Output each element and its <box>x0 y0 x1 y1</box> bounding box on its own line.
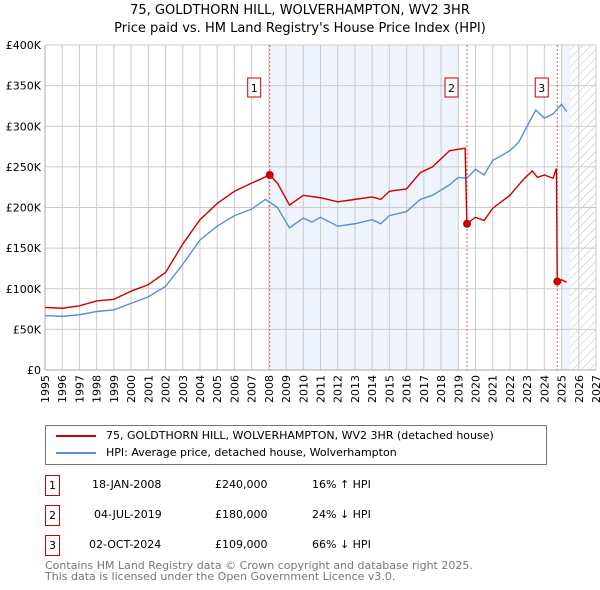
y-tick-label: £250K <box>6 161 42 174</box>
x-tick-label: 2003 <box>177 375 190 403</box>
transaction-price: £109,000 <box>215 538 268 551</box>
transaction-marker: 2 <box>45 505 60 526</box>
transaction-date: 04-JUL-2019 <box>94 508 162 521</box>
sale-label-box <box>534 77 549 98</box>
y-tick-label: £150K <box>6 242 42 255</box>
x-tick-label: 2010 <box>297 375 310 403</box>
x-tick-label: 2024 <box>538 375 551 403</box>
transaction-row: 1 18-JAN-2008 £240,000 16% ↑ HPI <box>45 475 545 496</box>
transaction-price: £240,000 <box>215 478 268 491</box>
x-tick-label: 2011 <box>315 375 328 403</box>
x-tick-label: 2022 <box>504 375 517 403</box>
sale-point <box>463 219 472 228</box>
chart-title: 75, GOLDTHORN HILL, WOLVERHAMPTON, WV2 3… <box>130 3 470 18</box>
x-tick-label: 2027 <box>590 375 600 403</box>
y-tick-label: £0 <box>27 364 41 377</box>
x-tick-label: 2020 <box>469 375 482 403</box>
x-tick-label: 2004 <box>194 375 207 403</box>
price-chart: 1995 1996 1997 1998 1999 2000 2001 2002 2003 2004… <box>6 39 600 403</box>
sale-point <box>265 171 274 179</box>
x-tick-label: 2007 <box>246 375 259 403</box>
x-tick-label: 2014 <box>366 375 379 403</box>
legend-hpi-swatch <box>56 451 96 454</box>
hpi-line <box>44 103 568 318</box>
x-tick-label: 1998 <box>91 375 104 403</box>
y-tick-label: £100K <box>6 283 42 296</box>
sale-point <box>553 277 562 286</box>
x-tick-label: 1996 <box>56 375 69 403</box>
x-tick-label: 2017 <box>418 375 431 403</box>
y-tick-label: £50K <box>13 323 42 336</box>
y-tick-label: £300K <box>6 120 42 133</box>
x-tick-label: 2016 <box>401 375 414 403</box>
x-tick-label: 2018 <box>435 375 448 403</box>
x-tick-label: 1999 <box>108 375 121 403</box>
y-tick-label: £200K <box>6 202 42 215</box>
x-tick-label: 2005 <box>211 375 224 403</box>
x-tick-label: 2002 <box>160 375 173 403</box>
x-tick-label: 1995 <box>39 375 52 403</box>
footer-copyright: Contains HM Land Registry data © Crown c… <box>45 559 473 572</box>
transaction-hpi: 16% ↑ HPI <box>312 478 371 491</box>
x-tick-label: 2009 <box>280 375 293 403</box>
transaction-row: 2 04-JUL-2019 £180,000 24% ↓ HPI <box>45 505 545 526</box>
sale-label-box <box>444 77 459 98</box>
x-tick-label: 2019 <box>452 375 465 403</box>
sale-label: 2 <box>448 82 455 95</box>
transaction-hpi: 24% ↓ HPI <box>312 508 371 521</box>
sale-label: 1 <box>251 82 258 95</box>
transaction-row: 3 02-OCT-2024 £109,000 66% ↓ HPI <box>45 535 545 556</box>
transaction-price: £180,000 <box>215 508 268 521</box>
x-tick-label: 2023 <box>521 375 534 403</box>
x-tick-label: 2025 <box>556 375 569 403</box>
transaction-date: 18-JAN-2008 <box>92 478 162 491</box>
sale-label-box <box>247 77 262 98</box>
y-tick-label: £400K <box>6 39 42 52</box>
chart-subtitle: Price paid vs. HM Land Registry's House … <box>114 21 486 36</box>
y-tick-label: £350K <box>6 80 42 93</box>
legend: 75, GOLDTHORN HILL, WOLVERHAMPTON, WV2 3… <box>45 425 547 465</box>
footer: Contains HM Land Registry data © Crown c… <box>45 560 473 582</box>
x-tick-label: 2015 <box>383 375 396 403</box>
transaction-marker: 3 <box>45 535 60 556</box>
x-tick-label: 2021 <box>487 375 500 403</box>
transaction-date: 02-OCT-2024 <box>89 538 162 551</box>
legend-property-swatch <box>56 434 96 437</box>
x-tick-label: 1997 <box>73 375 86 403</box>
x-tick-label: 2012 <box>332 375 345 403</box>
x-tick-label: 2013 <box>349 375 362 403</box>
x-tick-label: 2001 <box>142 375 155 403</box>
x-tick-label: 2026 <box>573 375 586 403</box>
x-tick-label: 2006 <box>228 375 241 403</box>
x-tick-label: 2000 <box>125 375 138 403</box>
transaction-marker: 1 <box>45 475 60 496</box>
footer-licence: This data is licensed under the Open Gov… <box>45 570 396 583</box>
sale-label: 3 <box>538 82 545 95</box>
property-price-line <box>44 147 568 309</box>
legend-property-label: 75, GOLDTHORN HILL, WOLVERHAMPTON, WV2 3… <box>106 429 494 442</box>
x-tick-label: 2008 <box>263 375 276 403</box>
transaction-hpi: 66% ↓ HPI <box>312 538 371 551</box>
legend-hpi-label: HPI: Average price, detached house, Wolv… <box>106 446 397 459</box>
